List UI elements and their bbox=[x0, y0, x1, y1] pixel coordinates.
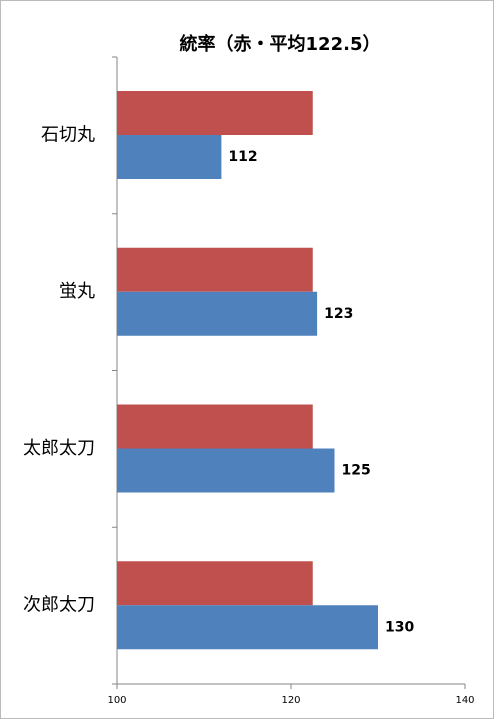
bar bbox=[117, 605, 378, 650]
data-label: 112 bbox=[228, 149, 257, 165]
bar bbox=[117, 247, 313, 292]
y-tick-label: 次郎太刀 bbox=[23, 595, 95, 616]
x-tick-label: 100 bbox=[107, 695, 126, 706]
bar bbox=[117, 91, 313, 135]
bar bbox=[117, 448, 335, 493]
y-tick-label: 蛍丸 bbox=[59, 281, 95, 302]
bar bbox=[117, 404, 313, 449]
bar bbox=[117, 561, 313, 606]
bar bbox=[117, 291, 318, 336]
y-tick-label: 石切丸 bbox=[41, 124, 95, 145]
data-label: 123 bbox=[324, 306, 353, 322]
data-label: 125 bbox=[342, 463, 371, 479]
y-tick-label: 太郎太刀 bbox=[23, 438, 95, 459]
x-tick-label: 140 bbox=[455, 695, 474, 706]
bar bbox=[117, 135, 222, 179]
x-tick-label: 120 bbox=[281, 695, 300, 706]
data-label: 130 bbox=[385, 619, 414, 635]
chart-title: 統率（赤・平均122.5） bbox=[180, 33, 381, 55]
